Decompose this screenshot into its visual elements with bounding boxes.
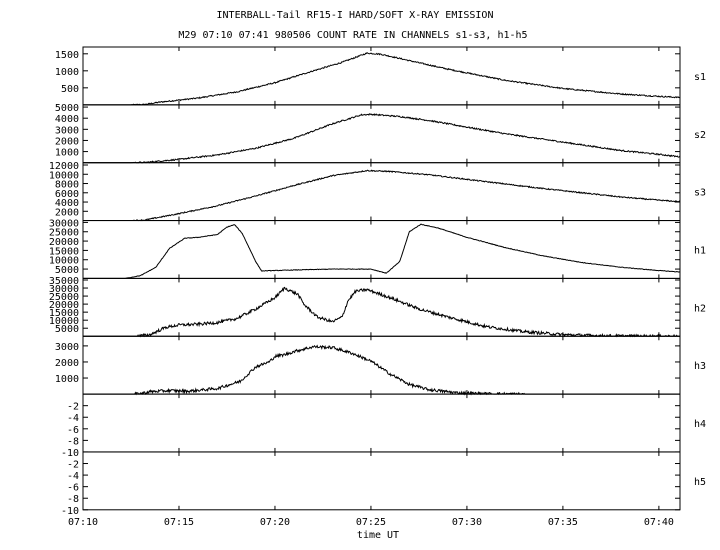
- chart-title: INTERBALL-Tail RF15-I HARD/SOFT X-RAY EM…: [217, 10, 494, 21]
- y-tick-label: 1000: [55, 67, 79, 78]
- channel-label-h2: h2: [694, 303, 706, 314]
- y-tick-label: 5000: [55, 103, 79, 114]
- y-tick-label: -4: [67, 471, 79, 482]
- channel-label-h3: h3: [694, 361, 706, 372]
- y-tick-label: 2000: [55, 136, 79, 147]
- y-tick-label: 5000: [55, 324, 79, 335]
- y-tick-label: 25000: [49, 292, 79, 303]
- y-tick-label: 2000: [55, 358, 79, 369]
- y-tick-label: 12000: [49, 161, 79, 172]
- y-tick-label: 10000: [49, 170, 79, 181]
- y-tick-label: -2: [67, 460, 79, 471]
- channel-label-s1: s1: [694, 72, 706, 83]
- channel-label-h5: h5: [694, 477, 706, 488]
- y-tick-label: 35000: [49, 276, 79, 287]
- chart-subtitle: M29 07:10 07:41 980506 COUNT RATE IN CHA…: [178, 30, 527, 41]
- y-tick-label: 10000: [49, 316, 79, 327]
- y-tick-label: 5000: [55, 265, 79, 276]
- y-tick-label: -4: [67, 413, 79, 424]
- y-tick-label: 25000: [49, 228, 79, 239]
- y-tick-label: 30000: [49, 218, 79, 229]
- y-tick-label: -8: [67, 494, 79, 505]
- y-tick-label: -8: [67, 436, 79, 447]
- x-axis-label: time UT: [357, 530, 399, 541]
- y-tick-label: 500: [61, 84, 79, 95]
- x-axis: 07:10 07:15 07:20 07:25 07:30 07:35 07:40: [68, 517, 674, 528]
- y-tick-label: 3000: [55, 125, 79, 136]
- series-line-s3: [83, 169, 681, 222]
- y-tick-label: -2: [67, 402, 79, 413]
- y-tick-label: -10: [61, 506, 79, 517]
- panel-frame: [82, 451, 681, 511]
- y-tick-label: 4000: [55, 198, 79, 209]
- panel-stack: 50010001500s110002000300040005000s220004…: [49, 46, 706, 517]
- series-line-h1: [83, 223, 681, 279]
- y-tick-label: 1000: [55, 148, 79, 159]
- x-tick-label: 07:40: [644, 517, 674, 528]
- channel-label-s2: s2: [694, 130, 706, 141]
- y-tick-label: -6: [67, 425, 79, 436]
- y-tick-label: 20000: [49, 237, 79, 248]
- x-tick-label: 07:30: [452, 517, 482, 528]
- y-tick-label: 30000: [49, 284, 79, 295]
- y-tick-label: 15000: [49, 308, 79, 319]
- y-tick-label: 20000: [49, 300, 79, 311]
- y-tick-label: 10000: [49, 256, 79, 267]
- y-tick-label: -10: [61, 448, 79, 459]
- y-tick-label: 6000: [55, 189, 79, 200]
- x-tick-label: 07:25: [356, 517, 386, 528]
- x-tick-label: 07:20: [260, 517, 290, 528]
- x-tick-label: 07:10: [68, 517, 98, 528]
- y-tick-label: -6: [67, 483, 79, 494]
- y-tick-label: 3000: [55, 342, 79, 353]
- channel-label-s3: s3: [694, 188, 706, 199]
- y-tick-label: 1000: [55, 374, 79, 385]
- series-line-s1: [83, 52, 681, 106]
- series-line-s2: [83, 113, 681, 164]
- panel-h5: -10-8-6-4-2h5: [61, 451, 706, 517]
- channel-label-h4: h4: [694, 419, 706, 430]
- y-tick-label: 4000: [55, 114, 79, 125]
- y-tick-label: 15000: [49, 246, 79, 257]
- channel-label-h1: h1: [694, 245, 706, 256]
- x-tick-label: 07:35: [548, 517, 578, 528]
- y-tick-label: 2000: [55, 207, 79, 218]
- y-tick-label: 8000: [55, 180, 79, 191]
- y-tick-label: 1500: [55, 50, 79, 61]
- x-tick-label: 07:15: [164, 517, 194, 528]
